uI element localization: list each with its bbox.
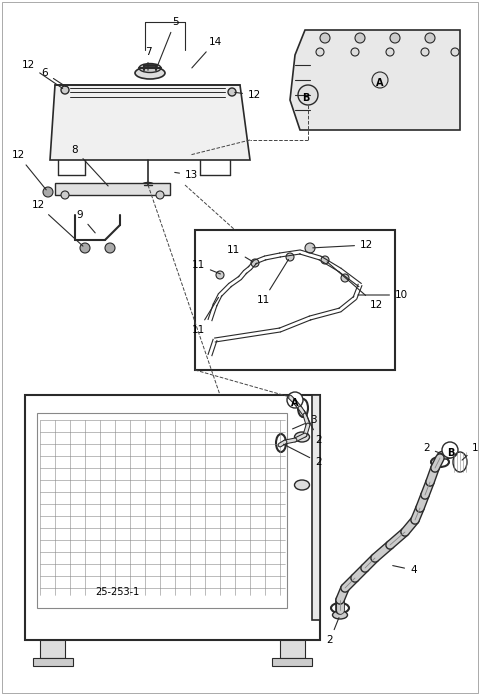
Text: 8: 8 [72,145,108,186]
Circle shape [386,48,394,56]
Text: 3: 3 [292,415,317,429]
Text: 12: 12 [235,90,261,100]
Circle shape [61,86,69,94]
Text: B: B [302,93,310,103]
Bar [37,413,287,608]
Bar [195,230,395,370]
Circle shape [287,392,303,408]
Circle shape [341,274,349,282]
Circle shape [321,256,329,264]
Ellipse shape [295,432,310,442]
Circle shape [425,33,435,43]
Circle shape [442,442,458,458]
Text: 5: 5 [156,17,178,70]
Ellipse shape [333,611,348,619]
Circle shape [156,191,164,199]
Text: 6: 6 [42,68,66,86]
Circle shape [286,253,294,261]
Text: 14: 14 [192,37,222,68]
Text: 25-253-1: 25-253-1 [95,587,139,597]
Text: 13: 13 [175,170,198,180]
Circle shape [61,191,69,199]
Circle shape [305,243,315,253]
Circle shape [105,243,115,253]
Circle shape [298,85,318,105]
Circle shape [228,88,236,96]
Text: 2: 2 [304,411,322,445]
Bar [40,640,65,658]
Text: 12: 12 [22,60,63,88]
Ellipse shape [135,67,165,79]
Bar [272,658,312,666]
Text: 12: 12 [31,200,83,246]
Circle shape [390,33,400,43]
Polygon shape [50,85,250,160]
Bar [33,658,73,666]
Ellipse shape [437,451,453,459]
Circle shape [320,33,330,43]
Text: A: A [291,398,299,408]
Text: 11: 11 [192,297,218,335]
Text: 2: 2 [327,618,339,645]
Circle shape [216,271,224,279]
Circle shape [43,187,53,197]
Polygon shape [55,183,170,195]
Text: 2: 2 [423,443,443,454]
Polygon shape [290,30,460,130]
Text: 1: 1 [462,443,479,460]
Text: 12: 12 [327,262,383,310]
Circle shape [451,48,459,56]
Circle shape [421,48,429,56]
Text: 12: 12 [12,150,46,190]
Circle shape [372,72,388,88]
Bar [25,395,320,640]
Text: 10: 10 [358,290,408,300]
Text: 11: 11 [227,245,252,261]
Text: 11: 11 [192,260,220,274]
Text: 9: 9 [77,210,95,233]
Bar [312,395,320,620]
Circle shape [316,48,324,56]
Text: A: A [376,78,384,88]
Text: 7: 7 [144,47,151,70]
Text: 2: 2 [284,444,322,467]
Text: 4: 4 [393,565,417,575]
Text: 11: 11 [257,259,288,305]
Circle shape [351,48,359,56]
Ellipse shape [295,480,310,490]
Ellipse shape [142,183,154,188]
Ellipse shape [139,63,161,72]
Circle shape [355,33,365,43]
Circle shape [80,243,90,253]
Circle shape [251,259,259,267]
Text: 12: 12 [313,240,373,250]
Text: B: B [447,448,455,458]
Bar [280,640,305,658]
